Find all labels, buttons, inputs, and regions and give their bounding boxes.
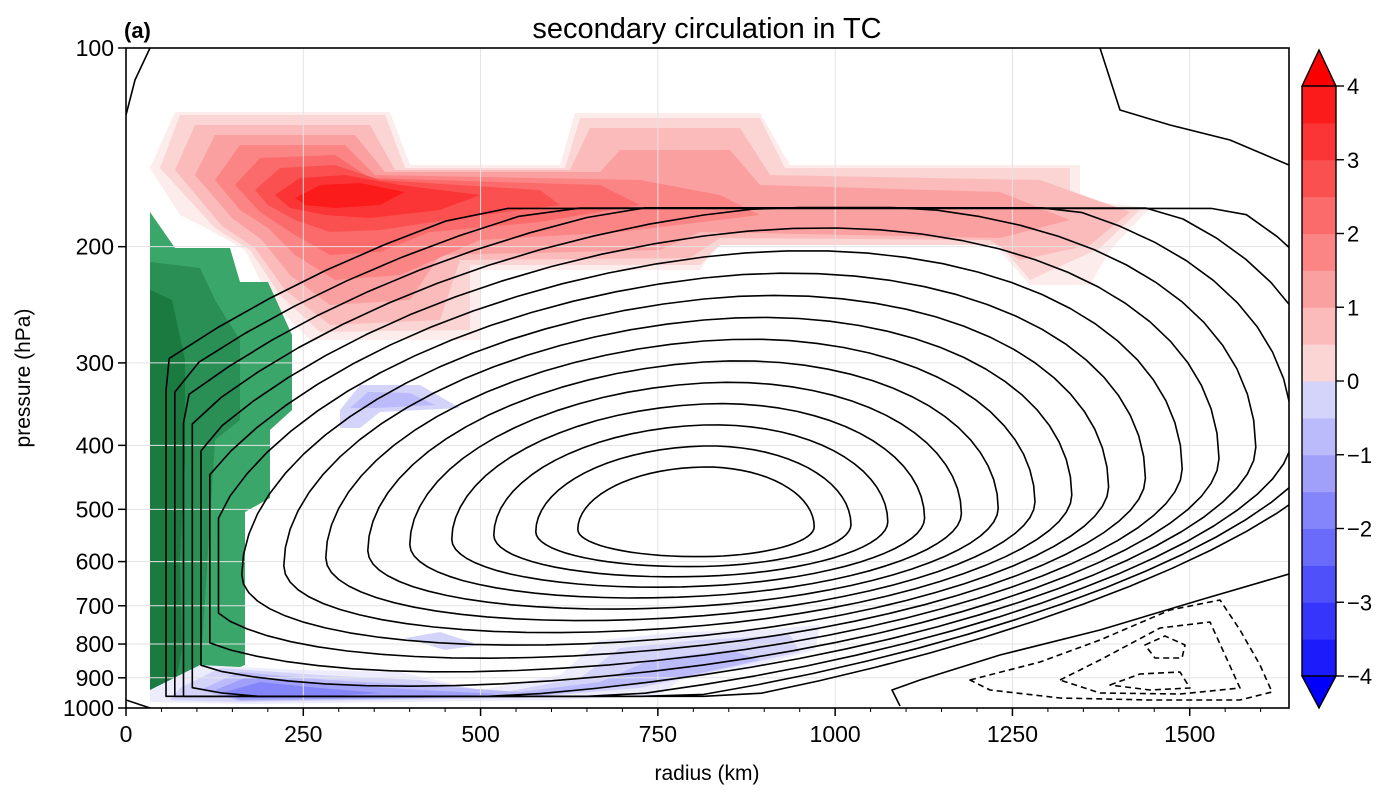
y-tick-label: 800 [76, 631, 114, 657]
colorbar-tick-label: 4 [1347, 74, 1359, 99]
y-tick-label: 1000 [63, 695, 114, 721]
contour-solid-13 [191, 206, 1257, 698]
contour-solid-11 [209, 250, 1183, 673]
contour-solid-2 [535, 445, 852, 568]
grid-lines [126, 48, 1289, 708]
colorbar-segment [1302, 454, 1336, 493]
colorbar-segment [1302, 602, 1336, 640]
x-tick-label: 0 [120, 721, 133, 747]
colorbar-segment [1302, 233, 1336, 271]
x-tick-label: 1500 [1164, 721, 1215, 747]
x-tick-label: 1000 [810, 721, 861, 747]
x-tick-label: 1250 [987, 721, 1038, 747]
contour-top-right-corner [1099, 48, 1289, 166]
contour-top-left-corner [126, 48, 151, 116]
colorbar-tick-label: 1 [1347, 295, 1359, 320]
contour-dashed-3 [1109, 671, 1191, 691]
contour-solid-5 [409, 381, 963, 599]
colorbar-extend-min [1300, 675, 1338, 710]
colorbar: −4 −3 −2 −1 0 1 2 3 4 [1300, 48, 1372, 710]
colorbar-segment [1302, 565, 1336, 603]
x-tick-label: 250 [284, 721, 322, 747]
colorbar-segment [1302, 528, 1336, 566]
contour-solid-8 [283, 316, 1073, 634]
colorbar-tick-label: −4 [1347, 664, 1372, 689]
contour-dashed-1 [969, 599, 1273, 701]
contour-dashed-4 [1144, 635, 1186, 659]
y-axis-label: pressure (hPa) [12, 309, 35, 448]
y-tick-label: 300 [76, 350, 114, 376]
colorbar-tick-label: 3 [1347, 148, 1359, 173]
contour-solid-7 [325, 338, 1036, 622]
contour-solid-10 [217, 272, 1147, 659]
y-tick-label: 200 [76, 234, 114, 260]
colorbar-segment [1302, 417, 1336, 456]
plot-frame [125, 47, 1290, 709]
y-tick-label: 900 [76, 665, 114, 691]
contour-bottom-left-corner [126, 699, 151, 708]
contour-right-edge [891, 573, 1289, 707]
contour-solid-6 [367, 360, 999, 610]
colorbar-segment [1302, 491, 1336, 529]
colorbar-extend-max [1300, 48, 1338, 87]
colorbar-segment [1302, 344, 1336, 382]
chart-title: secondary circulation in TC [532, 13, 881, 45]
colorbar-segment [1302, 381, 1336, 419]
contour-solid-9 [241, 294, 1110, 646]
contour-solid-12 [200, 227, 1220, 687]
shade-boundary-layer [150, 625, 820, 704]
y-tick-label: 600 [76, 549, 114, 575]
y-tick-label: 100 [76, 35, 114, 61]
contour-solid-16 [165, 207, 1289, 698]
colorbar-tick-label: 2 [1347, 222, 1359, 247]
shade-eyewall-updraft [150, 212, 292, 690]
colorbar-segment [1302, 196, 1336, 234]
contour-layer [126, 48, 1289, 708]
colorbar-segment [1302, 86, 1336, 124]
shade-neg-level-5 [225, 682, 380, 698]
y-tick-label: 400 [76, 432, 114, 458]
shade-green-core [150, 290, 185, 690]
colorbar-tick-label: −2 [1347, 517, 1372, 542]
colorbar-segment [1302, 639, 1336, 677]
colorbar-tick-label: 0 [1347, 369, 1359, 394]
panel-label: (a) [124, 18, 151, 43]
colorbar-segment [1302, 307, 1336, 345]
shade-pos-level-9 [295, 183, 405, 208]
x-tick-label: 750 [639, 721, 677, 747]
y-tick-label: 500 [76, 496, 114, 522]
dashed-contours [969, 599, 1273, 701]
y-axis-ticks: 100 200 300 400 500 600 700 800 900 1000 [63, 35, 126, 721]
x-tick-label: 500 [461, 721, 499, 747]
contour-solid-3 [493, 424, 889, 578]
colorbar-segment [1302, 270, 1336, 308]
solid-contours [165, 206, 1289, 698]
x-axis-ticks: 0 250 500 750 1000 1250 1500 [120, 708, 1262, 747]
colorbar-tick-label: −3 [1347, 590, 1372, 615]
x-axis-label: radius (km) [654, 762, 759, 785]
colorbar-tick-label: −1 [1347, 443, 1372, 468]
shade-neg-small-upper [405, 632, 480, 650]
colorbar-segment [1302, 122, 1336, 161]
contour-solid-4 [451, 402, 926, 588]
y-tick-label: 700 [76, 593, 114, 619]
colorbar-segment [1302, 159, 1336, 198]
contour-solid-1 [577, 466, 815, 558]
